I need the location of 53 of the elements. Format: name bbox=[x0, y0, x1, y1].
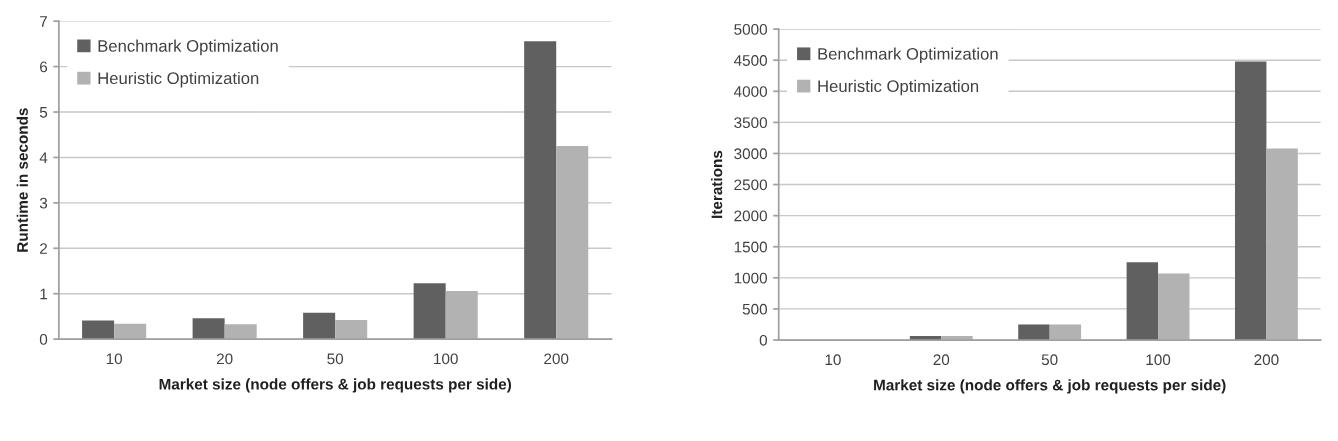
bar bbox=[224, 324, 257, 340]
bar bbox=[335, 320, 368, 340]
x-tick-label: 10 bbox=[825, 354, 841, 366]
y-tick-label: 7 bbox=[40, 16, 47, 27]
y-tick-label: 3000 bbox=[734, 148, 768, 160]
bar bbox=[524, 41, 557, 340]
x-tick-label: 200 bbox=[1254, 354, 1279, 366]
bar bbox=[1266, 148, 1298, 341]
bar bbox=[192, 318, 225, 340]
bar bbox=[556, 146, 589, 340]
y-tick-label: 0 bbox=[759, 334, 768, 346]
y-tick-label: 4 bbox=[39, 152, 48, 163]
x-tick-label: 20 bbox=[933, 354, 950, 366]
x-axis-title: Market size (node offers & job requests per side) bbox=[159, 378, 512, 393]
bar bbox=[82, 320, 115, 340]
legend-label: Benchmark Optimization bbox=[98, 39, 278, 56]
legend-label: Heuristic Optimization bbox=[818, 79, 979, 96]
x-tick-label: 10 bbox=[106, 353, 123, 365]
x-tick-label: 100 bbox=[434, 353, 458, 365]
x-axis-title: Market size (node offers & job requests per side) bbox=[874, 379, 1226, 394]
y-tick-label: 5000 bbox=[734, 23, 768, 35]
bar bbox=[413, 283, 446, 340]
y-tick-label: 2500 bbox=[734, 179, 768, 191]
y-tick-label: 500 bbox=[742, 303, 768, 315]
y-tick-label: 1500 bbox=[734, 241, 768, 253]
bar bbox=[114, 323, 147, 340]
legend-label: Benchmark Optimization bbox=[818, 47, 998, 64]
x-tick-label: 50 bbox=[1041, 354, 1058, 366]
y-tick-label: 5 bbox=[39, 107, 48, 118]
y-axis-title: Runtime in seconds bbox=[16, 108, 28, 252]
legend-label: Heuristic Optimization bbox=[98, 71, 259, 88]
y-tick-label: 6 bbox=[40, 61, 48, 73]
bar bbox=[1018, 324, 1050, 341]
y-tick-label: 4500 bbox=[733, 55, 768, 66]
x-tick-label: 50 bbox=[327, 353, 344, 365]
y-tick-label: 3500 bbox=[734, 117, 768, 129]
y-tick-label: 4000 bbox=[733, 86, 768, 97]
bar bbox=[1049, 324, 1082, 341]
bar bbox=[303, 312, 336, 340]
y-tick-label: 3 bbox=[39, 197, 48, 209]
y-tick-label: 1 bbox=[40, 288, 48, 300]
x-tick-label: 100 bbox=[1146, 354, 1171, 366]
bar bbox=[1234, 61, 1267, 341]
y-tick-label: 1000 bbox=[734, 272, 768, 284]
y-axis-title: Iterations bbox=[711, 150, 723, 218]
bar bbox=[1126, 262, 1159, 341]
y-tick-label: 2 bbox=[40, 243, 47, 254]
x-tick-label: 20 bbox=[216, 353, 233, 365]
x-tick-label: 200 bbox=[544, 353, 569, 365]
y-tick-label: 0 bbox=[39, 334, 48, 345]
bar bbox=[1158, 273, 1190, 341]
y-tick-label: 2000 bbox=[734, 210, 768, 222]
bar bbox=[445, 290, 478, 340]
